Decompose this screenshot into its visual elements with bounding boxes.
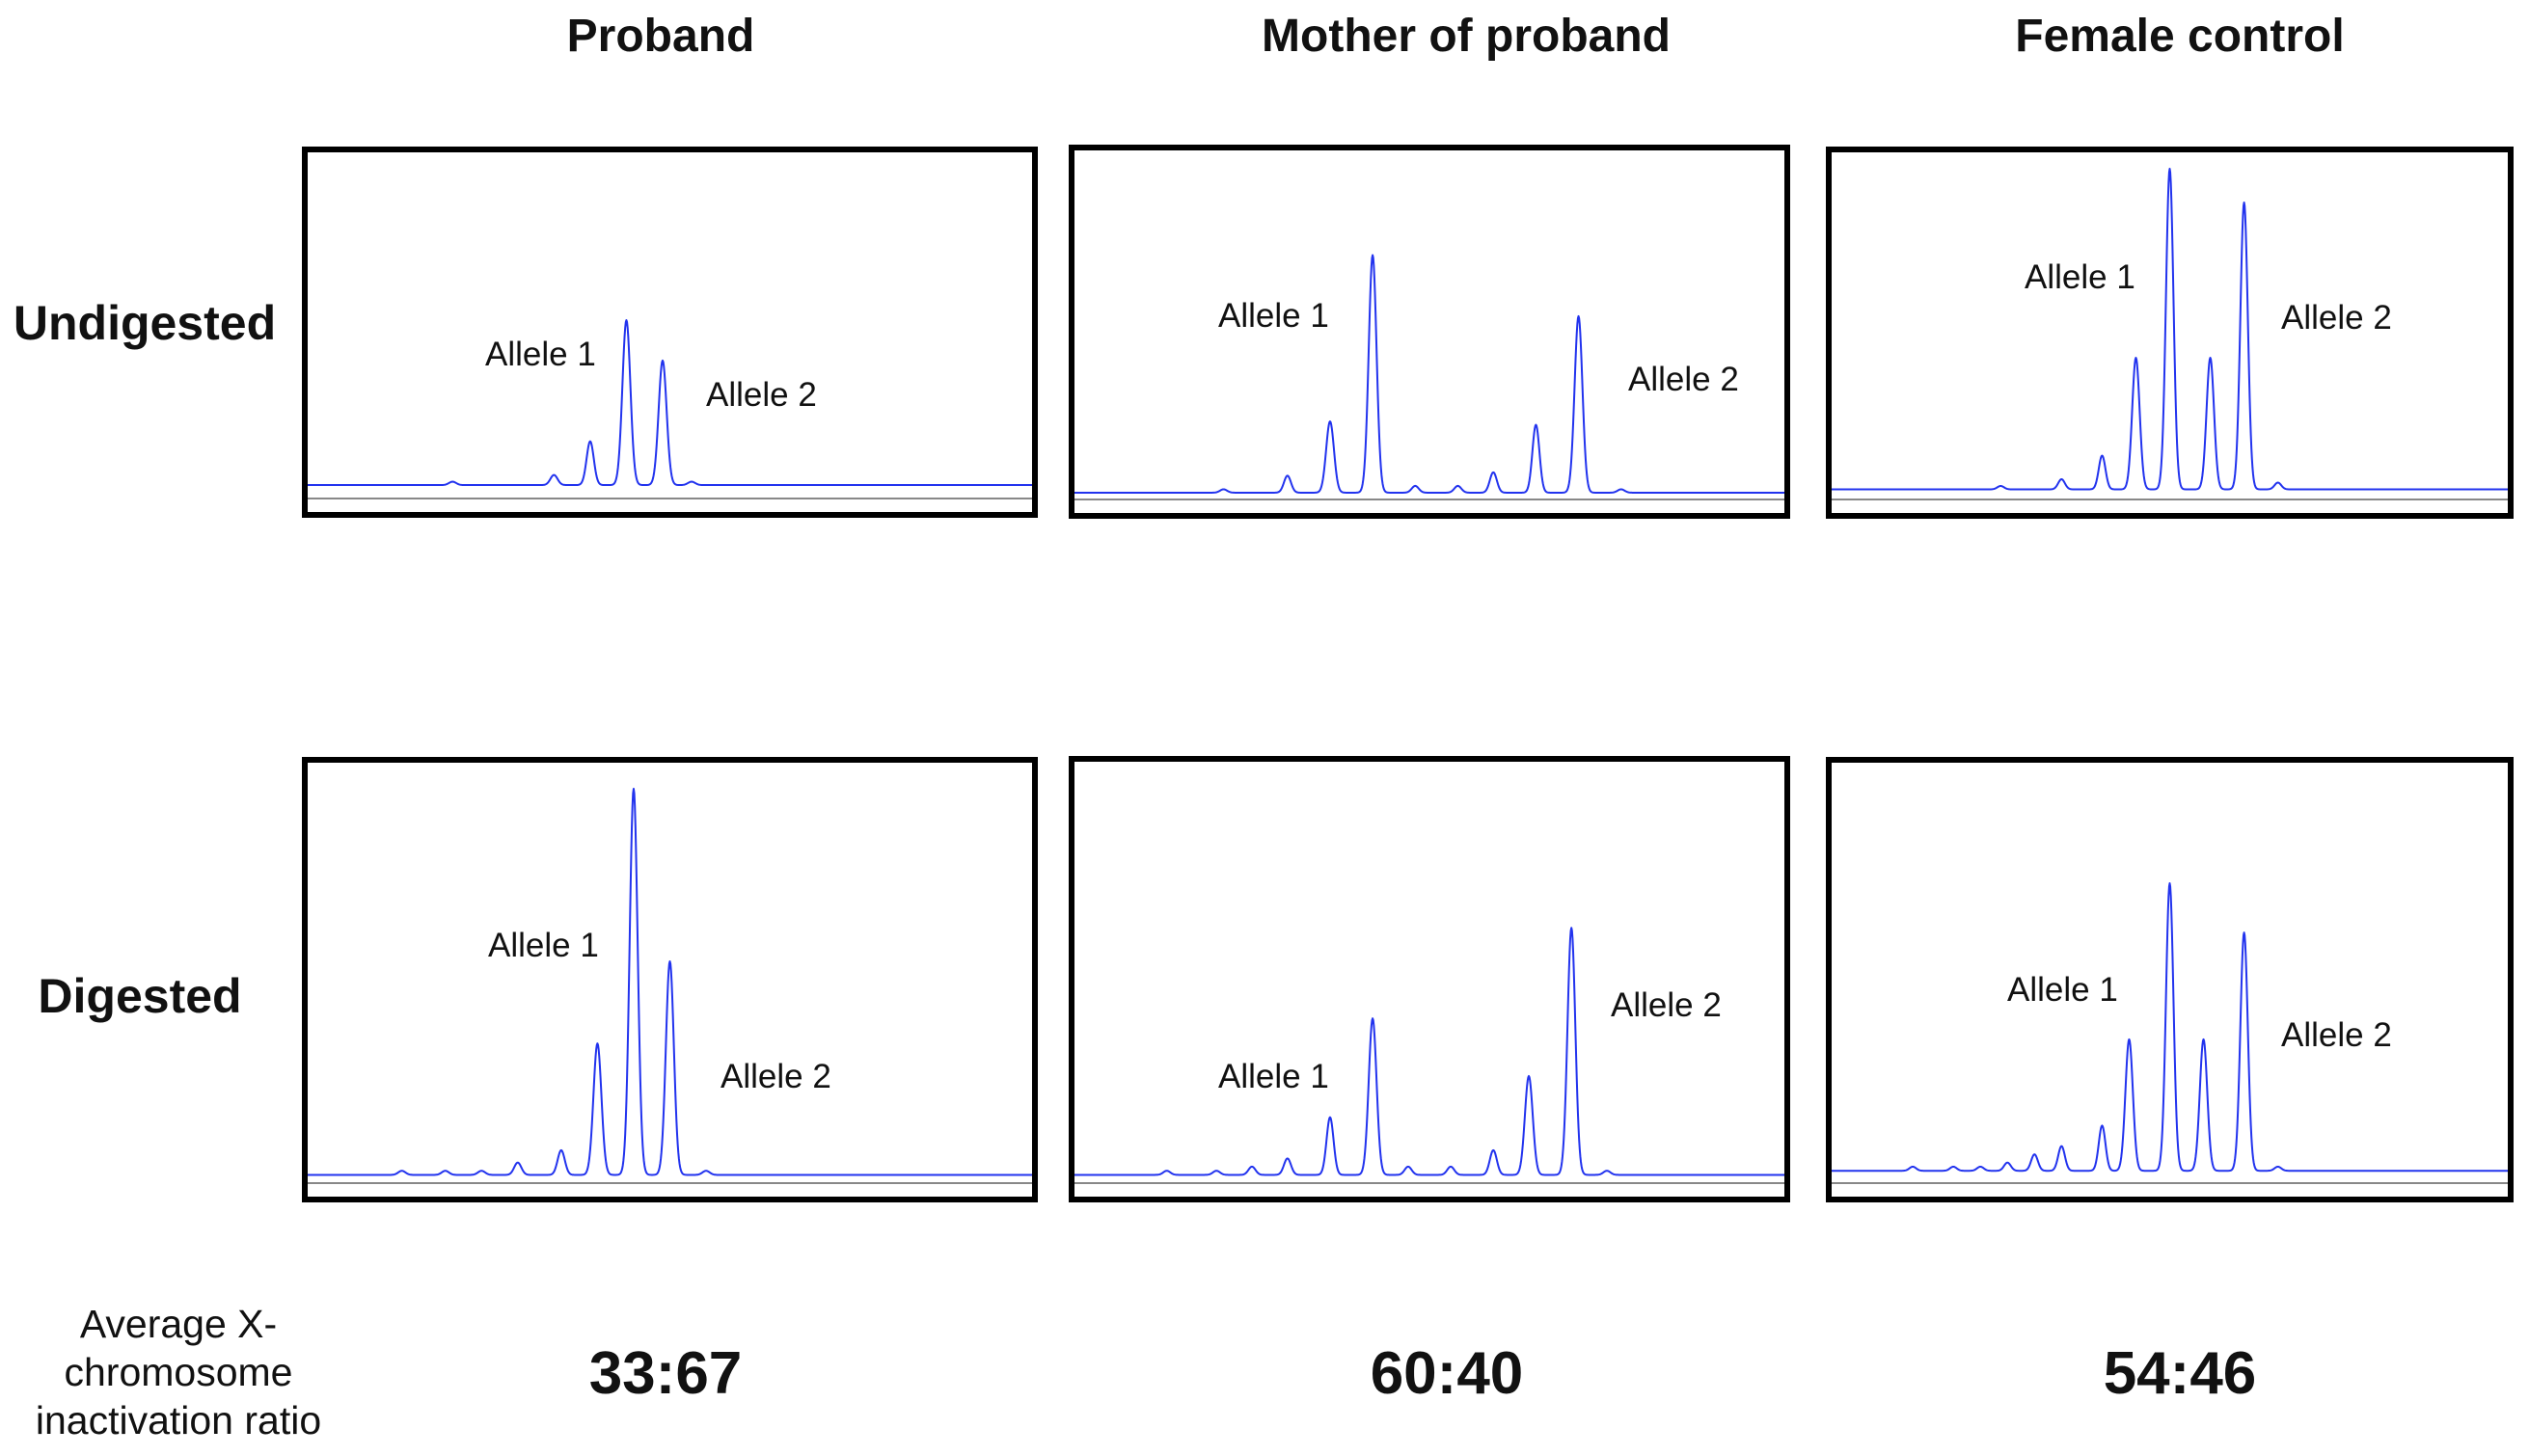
trace-line (1074, 927, 1785, 1176)
column-title-proband: Proband (566, 11, 755, 62)
trace-proband-digested (307, 788, 1033, 1184)
panel-mother-undigested: Allele 1 Allele 2 (1069, 145, 1790, 519)
panel-female-control-digested: Allele 1 Allele 2 (1826, 757, 2514, 1202)
trace-female-control-undigested (1831, 168, 2509, 500)
trace-line (307, 788, 1033, 1176)
allele-2-label: Allele 2 (2281, 299, 2392, 337)
row-label-undigested: Undigested (13, 296, 277, 350)
trace-line (1831, 882, 2509, 1173)
allele-2-label: Allele 2 (1628, 361, 1739, 398)
allele-1-label: Allele 1 (2007, 971, 2118, 1009)
trace-line (1831, 168, 2509, 491)
ratio-label-line-3: inactivation ratio (35, 1398, 322, 1443)
allele-1-label: Allele 1 (1218, 1058, 1329, 1095)
ratio-proband: 33:67 (588, 1340, 743, 1407)
panel-proband-digested: Allele 1 Allele 2 (302, 757, 1038, 1202)
trace-mother-digested (1074, 927, 1785, 1184)
allele-1-label: Allele 1 (1218, 297, 1329, 335)
allele-2-label: Allele 2 (706, 376, 817, 414)
panel-proband-undigested: Allele 1 Allele 2 (302, 147, 1038, 518)
ratio-label-line-1: Average X- (79, 1302, 278, 1346)
allele-1-label: Allele 1 (485, 336, 596, 373)
trace-line (307, 319, 1033, 487)
ratio-female-control: 54:46 (2103, 1340, 2257, 1407)
ratio-label: Average X- chromosome inactivation ratio (0, 1300, 357, 1444)
allele-2-label: Allele 2 (721, 1058, 831, 1095)
allele-1-label: Allele 1 (488, 927, 599, 964)
trace-line (1074, 254, 1785, 494)
column-title-female-control: Female control (2015, 11, 2345, 62)
row-label-digested: Digested (38, 969, 242, 1023)
column-title-mother: Mother of proband (1262, 11, 1671, 62)
panel-female-control-undigested: Allele 1 Allele 2 (1826, 147, 2514, 519)
trace-proband-undigested (307, 319, 1033, 499)
ratio-label-line-2: chromosome (64, 1350, 293, 1394)
trace-female-control-digested (1831, 882, 2509, 1184)
allele-1-label: Allele 1 (2025, 258, 2135, 296)
allele-2-label: Allele 2 (1611, 986, 1722, 1024)
trace-mother-undigested (1074, 254, 1785, 500)
panel-mother-digested: Allele 1 Allele 2 (1069, 756, 1790, 1202)
ratio-mother: 60:40 (1370, 1340, 1524, 1407)
allele-2-label: Allele 2 (2281, 1016, 2392, 1054)
